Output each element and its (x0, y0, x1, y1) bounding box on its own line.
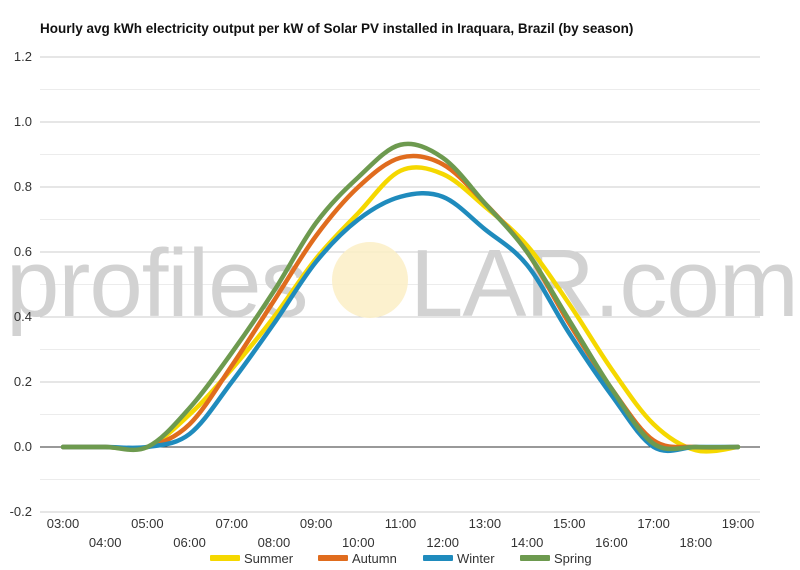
x-tick-label: 15:00 (553, 516, 586, 531)
x-tick-label: 06:00 (173, 535, 206, 550)
legend-swatch-spring (520, 555, 550, 561)
legend-swatch-summer (210, 555, 240, 561)
x-tick-label: 11:00 (385, 516, 417, 531)
y-tick-label: 0.8 (14, 179, 32, 194)
legend-swatch-autumn (318, 555, 348, 561)
x-tick-label: 05:00 (131, 516, 164, 531)
x-tick-label: 16:00 (595, 535, 628, 550)
series-lines (60, 141, 741, 454)
watermark: profiles LAR.com (6, 230, 799, 337)
watermark-text-left: profiles (6, 230, 307, 337)
x-tick-label: 13:00 (469, 516, 502, 531)
y-tick-label: -0.2 (10, 504, 32, 519)
series-line-spring (60, 141, 741, 453)
y-tick-label: 0.6 (14, 244, 32, 259)
legend-label-summer: Summer (244, 551, 294, 566)
x-tick-label: 18:00 (680, 535, 713, 550)
series-line-winter (60, 191, 741, 454)
y-axis-ticks: -0.2 0.0 0.2 0.4 0.6 0.8 1.0 1.2 (10, 49, 32, 519)
y-tick-label: 0.2 (14, 374, 32, 389)
gridlines (40, 56, 760, 513)
x-tick-label: 12:00 (426, 535, 459, 550)
watermark-text-right: LAR.com (410, 230, 798, 337)
x-tick-label: 17:00 (637, 516, 670, 531)
x-tick-label: 07:00 (215, 516, 248, 531)
x-tick-label: 19:00 (722, 516, 755, 531)
y-tick-label: 0.4 (14, 309, 32, 324)
x-tick-label: 10:00 (342, 535, 375, 550)
legend-swatch-winter (423, 555, 453, 561)
series-line-summer (60, 165, 741, 454)
legend-label-spring: Spring (554, 551, 592, 566)
y-tick-label: 1.2 (14, 49, 32, 64)
x-axis-ticks: 03:00 04:00 05:00 06:00 07:00 08:00 09:00 10:00… (47, 516, 755, 550)
watermark-sun-icon (332, 242, 408, 318)
legend: Summer Autumn Winter Spring (210, 551, 592, 566)
x-tick-label: 08:00 (258, 535, 291, 550)
chart-title: Hourly avg kWh electricity output per kW… (40, 21, 633, 36)
legend-label-winter: Winter (457, 551, 495, 566)
y-tick-label: 0.0 (14, 439, 32, 454)
x-tick-label: 04:00 (89, 535, 122, 550)
legend-label-autumn: Autumn (352, 551, 397, 566)
y-tick-label: 1.0 (14, 114, 32, 129)
x-tick-label: 09:00 (300, 516, 333, 531)
x-tick-label: 03:00 (47, 516, 80, 531)
x-tick-label: 14:00 (511, 535, 544, 550)
